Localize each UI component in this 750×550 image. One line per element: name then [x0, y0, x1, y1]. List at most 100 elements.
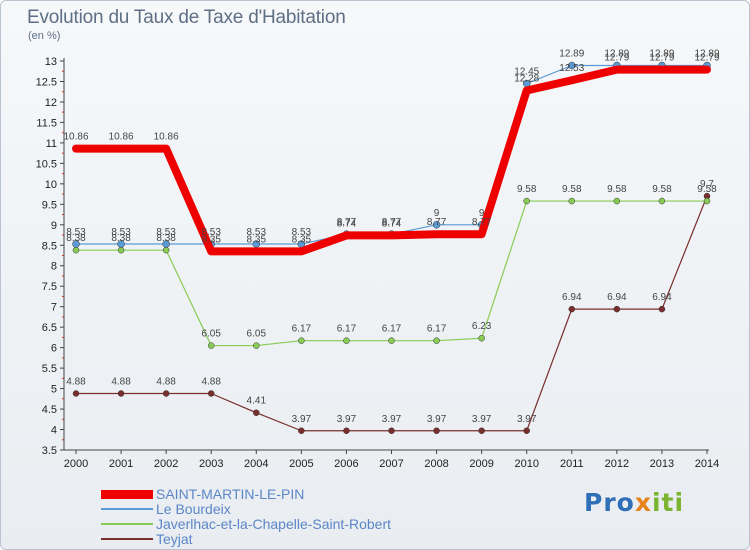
x-tick-label: 2009 — [469, 458, 493, 470]
legend-swatch — [101, 489, 153, 499]
x-tick-label: 2014 — [695, 458, 719, 470]
x-tick-label: 2000 — [64, 458, 88, 470]
x-tick-label: 2010 — [514, 458, 538, 470]
proxiti-logo: Proxiti — [584, 488, 684, 517]
data-label: 9.58 — [607, 184, 627, 195]
data-label: 6.05 — [247, 329, 267, 340]
x-tick-label: 2012 — [605, 458, 629, 470]
data-label: 8.53 — [292, 227, 312, 238]
x-tick-label: 2008 — [424, 458, 448, 470]
data-point — [433, 427, 440, 435]
data-label: 4.88 — [201, 376, 221, 387]
data-label: 8.77 — [472, 217, 492, 228]
x-tick-label: 2004 — [244, 458, 268, 470]
data-point — [162, 240, 170, 248]
data-point — [298, 337, 305, 344]
y-tick-label: 5 — [51, 384, 57, 396]
y-tick-label: 5.5 — [42, 363, 57, 375]
data-label: 12.89 — [604, 49, 629, 60]
data-point — [117, 390, 125, 397]
data-label: 6.94 — [562, 292, 582, 303]
data-label: 8.38 — [66, 233, 86, 244]
y-tick-label: 7.5 — [42, 281, 57, 293]
data-label: 8.53 — [156, 227, 176, 238]
data-label: 9.58 — [697, 184, 717, 195]
data-point — [432, 221, 441, 229]
y-tick-label: 10 — [45, 179, 57, 191]
data-point — [253, 342, 260, 349]
data-point — [117, 246, 125, 254]
data-point — [388, 337, 395, 344]
data-label: 3.97 — [427, 414, 447, 425]
data-point — [613, 305, 621, 313]
data-label: 12.45 — [514, 67, 539, 78]
data-label: 8.74 — [382, 218, 402, 229]
data-label: 8.77 — [337, 217, 357, 228]
data-label: 8.53 — [201, 227, 221, 238]
y-tick-label: 6.5 — [42, 322, 57, 334]
data-label: 9.58 — [517, 184, 537, 195]
data-label: 4.88 — [111, 376, 131, 387]
legend-swatch — [101, 523, 153, 525]
data-label: 9.7 — [700, 179, 714, 190]
legend-label: Teyjat — [156, 531, 193, 547]
data-point — [162, 390, 170, 397]
legend-swatch — [101, 508, 153, 510]
x-tick-label: 2003 — [199, 458, 223, 470]
data-point — [72, 240, 80, 248]
data-label: 8.35 — [201, 234, 221, 245]
x-tick-label: 2011 — [560, 458, 584, 470]
data-label: 6.94 — [607, 292, 627, 303]
value-labels: 10.86 10.86 10.868.35 8.35 8.358.74 8.74 8.77 8… — [63, 49, 719, 425]
data-label: 8.53 — [247, 227, 267, 238]
data-point — [658, 197, 666, 205]
data-label: 8.35 — [292, 234, 312, 245]
data-point — [72, 246, 80, 254]
y-tick-label: 10.5 — [36, 158, 57, 170]
data-point — [568, 197, 576, 205]
data-label: 8.53 — [66, 227, 86, 238]
data-point — [478, 334, 485, 342]
data-label: 3.97 — [472, 414, 492, 425]
data-label: 8.38 — [111, 233, 131, 244]
data-label: 8.74 — [337, 218, 357, 229]
y-tick-label: 6 — [51, 343, 57, 355]
data-label: 6.17 — [382, 324, 402, 335]
chart-title: Evolution du Taux de Taxe d'Habitation — [27, 7, 346, 28]
data-label: 6.05 — [201, 329, 221, 340]
data-point — [478, 427, 485, 435]
series-layer — [72, 61, 711, 435]
y-tick-label: 9.5 — [42, 199, 57, 211]
data-point — [433, 337, 440, 344]
data-point — [253, 409, 260, 416]
y-tick-label: 12.5 — [36, 76, 57, 88]
data-label: 8.53 — [111, 227, 131, 238]
data-label: 12.89 — [694, 49, 719, 60]
data-label: 9 — [479, 208, 485, 219]
data-label: 8.77 — [427, 217, 447, 228]
data-point — [523, 427, 530, 435]
y-tick-label: 11 — [46, 138, 57, 150]
y-tick-label: 13 — [45, 56, 57, 68]
data-point — [613, 197, 621, 205]
x-tick-label: 2002 — [154, 458, 178, 470]
logo-part-3: iti — [651, 488, 685, 517]
data-label: 6.94 — [652, 292, 672, 303]
data-label: 10.86 — [63, 132, 88, 143]
data-label: 12.89 — [559, 49, 584, 60]
y-tick-label: 12 — [45, 97, 57, 109]
y-tick-label: 4.5 — [42, 404, 57, 416]
data-label: 4.41 — [247, 396, 267, 407]
data-label: 6.17 — [427, 324, 447, 335]
data-label: 6.23 — [472, 321, 492, 332]
data-label: 3.97 — [517, 414, 537, 425]
data-label: 12.89 — [649, 49, 674, 60]
data-label: 3.97 — [292, 414, 312, 425]
data-point — [343, 337, 350, 344]
data-label: 4.88 — [156, 376, 176, 387]
x-tick-label: 2001 — [109, 458, 133, 470]
logo-part-2: x — [634, 488, 652, 517]
data-label: 12.79 — [694, 53, 719, 64]
data-point — [298, 427, 305, 435]
